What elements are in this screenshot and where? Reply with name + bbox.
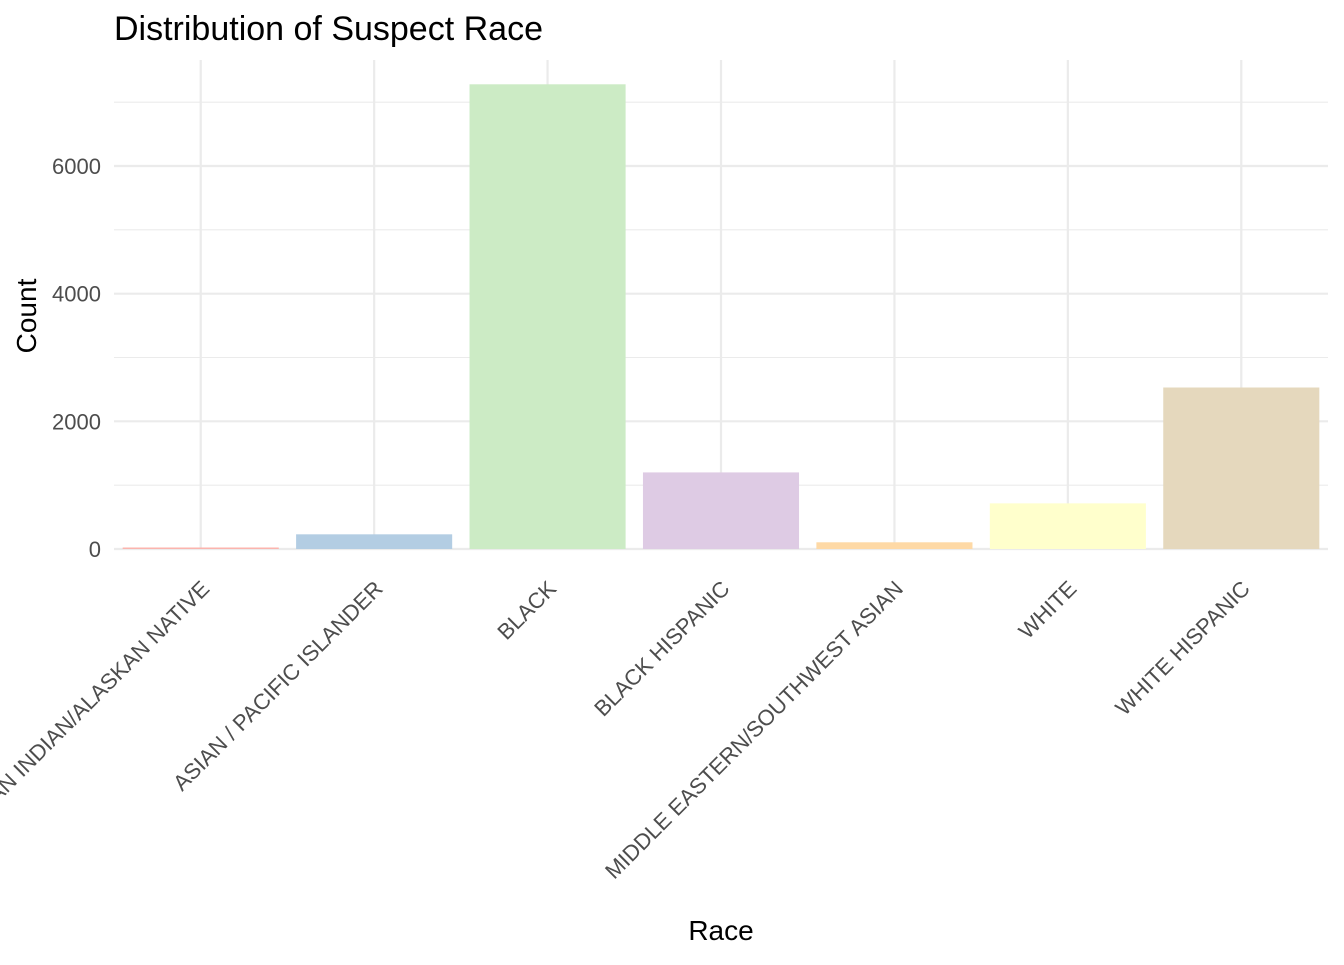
bar-black	[469, 84, 626, 549]
bar-asian-pacific-islander	[296, 534, 453, 549]
chart-title: Distribution of Suspect Race	[114, 10, 543, 48]
y-axis-title: Count	[11, 278, 42, 353]
y-tick-label: 0	[89, 537, 101, 562]
bar-american-indian-alaskan-native	[122, 547, 279, 549]
bar-black-hispanic	[642, 472, 800, 549]
bar-white	[989, 503, 1146, 549]
x-tick-label: WHITE	[1014, 576, 1082, 644]
x-tick-label: ASIAN / PACIFIC ISLANDER	[168, 576, 388, 796]
bar-middle-eastern-southwest-asian	[816, 542, 973, 549]
x-axis-title: Race	[688, 915, 753, 946]
x-tick-label: BLACK HISPANIC	[589, 576, 734, 721]
bars	[122, 84, 1320, 549]
y-tick-label: 6000	[52, 154, 101, 179]
x-tick-label: BLACK	[492, 576, 561, 645]
x-tick-label: WHITE HISPANIC	[1110, 576, 1255, 721]
y-axis-ticks: 0 2000 4000 6000	[52, 154, 101, 562]
y-tick-label: 4000	[52, 282, 101, 307]
bar-white-hispanic	[1163, 387, 1320, 549]
x-tick-label: MIDDLE EASTERN/SOUTHWEST ASIAN	[600, 576, 908, 884]
y-tick-label: 2000	[52, 409, 101, 434]
x-tick-label: AMERICAN INDIAN/ALASKAN NATIVE	[0, 576, 214, 868]
